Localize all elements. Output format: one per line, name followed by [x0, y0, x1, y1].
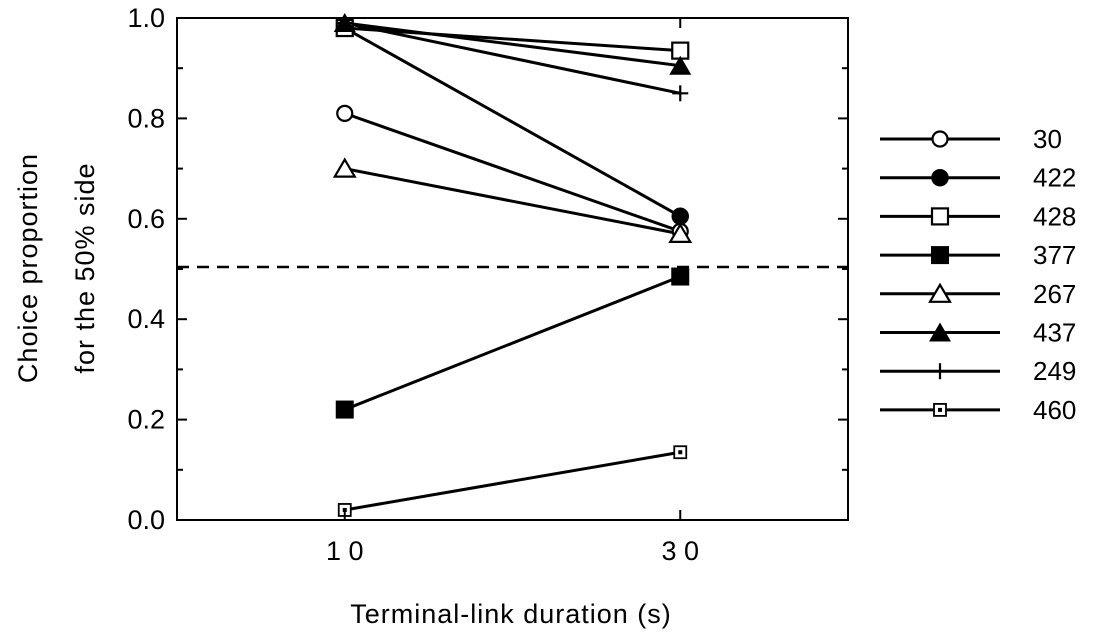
legend-item-422: 422: [880, 163, 1076, 193]
marker-circle-filled: [671, 207, 689, 226]
series-428: [344, 26, 681, 53]
y-tick-label: 0.6: [127, 204, 165, 234]
legend-item-30: 30: [880, 124, 1062, 154]
marker-circle-open: [336, 104, 354, 122]
marker-triangle-filled: [929, 322, 951, 342]
square-small-inner: [938, 407, 942, 412]
marker-square-filled: [931, 246, 949, 265]
legend: 30 422 428 377 267 437 249 460: [880, 124, 1076, 425]
series-422: [344, 26, 681, 218]
square-small-inner: [342, 507, 347, 512]
y-axis-ticks: 0.0 0.2 0.4 0.6 0.8 1.0: [127, 3, 848, 535]
series-line: [344, 26, 681, 53]
series-377: [344, 275, 681, 411]
legend-item-437: 437: [880, 318, 1076, 348]
marker-triangle-open: [928, 282, 952, 303]
y-tick-label: 0.4: [127, 304, 165, 334]
legend-label: 437: [1033, 318, 1076, 348]
legend-label: 428: [1033, 201, 1076, 231]
legend-item-267: 267: [880, 279, 1076, 309]
legend-label: 460: [1033, 395, 1076, 425]
marker-plus: [672, 85, 689, 102]
legend-label: 249: [1033, 356, 1076, 386]
legend-label: 377: [1033, 240, 1076, 270]
square-small-inner: [678, 450, 683, 455]
y-tick-label: 0.8: [127, 103, 165, 133]
marker-square-small: [673, 445, 688, 460]
y-axis-label-line1: Choice proportion: [13, 153, 43, 383]
series-line: [344, 450, 681, 512]
series-line: [344, 111, 681, 233]
legend-item-249: 249: [880, 356, 1076, 386]
legend-item-377: 377: [880, 240, 1076, 270]
plot-frame: [176, 17, 849, 521]
legend-label: 30: [1033, 124, 1062, 154]
x-axis-ticks: 1 0 3 0: [326, 18, 699, 566]
marker-triangle-open: [332, 157, 357, 178]
series-267: [344, 167, 681, 236]
series-line: [344, 26, 681, 218]
series-30: [344, 111, 681, 233]
series-437: [344, 21, 681, 68]
series-line: [344, 275, 681, 411]
series-249: [344, 21, 681, 95]
series-460: [344, 450, 681, 512]
marker-plus: [932, 363, 948, 380]
plot-area-border: [176, 17, 849, 521]
marker-square-filled: [335, 400, 354, 419]
y-tick-label: 0.2: [127, 405, 165, 435]
marker-square-filled: [671, 267, 690, 286]
marker-square-small: [933, 402, 947, 417]
series-line: [344, 21, 681, 95]
marker-triangle-filled: [669, 55, 692, 75]
marker-square-open: [930, 207, 950, 226]
legend-label: 267: [1033, 279, 1076, 309]
x-tick-label: 1 0: [326, 536, 364, 566]
legend-label: 422: [1033, 163, 1076, 193]
marker-circle-open: [931, 130, 949, 148]
legend-item-428: 428: [880, 201, 1076, 231]
y-tick-label: 1.0: [127, 3, 165, 33]
series-line: [344, 167, 681, 236]
y-tick-label: 0.0: [127, 505, 165, 535]
series-markers-377: [335, 267, 690, 419]
marker-circle-filled: [931, 168, 949, 187]
series-markers-267: [332, 157, 693, 243]
marker-triangle-open: [668, 222, 693, 243]
x-axis-label: Terminal-link duration (s): [350, 599, 672, 629]
series-line: [344, 21, 681, 68]
legend-item-460: 460: [880, 395, 1076, 425]
series-group: [332, 13, 693, 517]
x-tick-label: 3 0: [661, 536, 699, 566]
y-axis-label-line2: for the 50% side: [70, 162, 100, 373]
